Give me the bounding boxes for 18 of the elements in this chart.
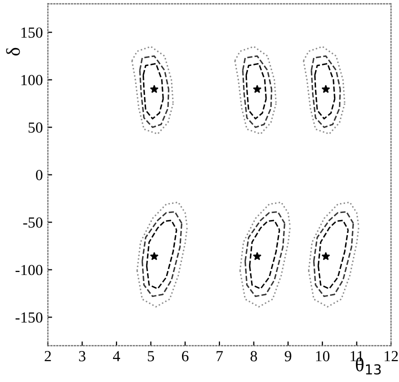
y-tick-label: -150 (16, 312, 42, 323)
x-tick-label: 5 (148, 351, 154, 362)
x-tick-label: 12 (384, 351, 398, 362)
y-tick-label: -50 (23, 217, 42, 228)
x-tick-label: 7 (216, 351, 223, 362)
y-tick-label: 150 (21, 27, 42, 38)
y-tick-label: 100 (21, 74, 42, 86)
x-tick-label: 6 (182, 351, 188, 362)
x-tick-label: 9 (284, 351, 292, 362)
x-tick-label: 4 (112, 351, 120, 362)
x-tick-label: 8 (250, 351, 257, 362)
y-tick-label: 50 (28, 122, 42, 133)
y-tick-label: -100 (16, 264, 42, 276)
x-tick-label: 2 (44, 351, 51, 362)
x-tick-label: 10 (316, 351, 330, 362)
x-tick-label: 3 (79, 351, 86, 362)
y-axis-title: δ (6, 48, 20, 56)
y-tick-label: 0 (36, 170, 42, 180)
